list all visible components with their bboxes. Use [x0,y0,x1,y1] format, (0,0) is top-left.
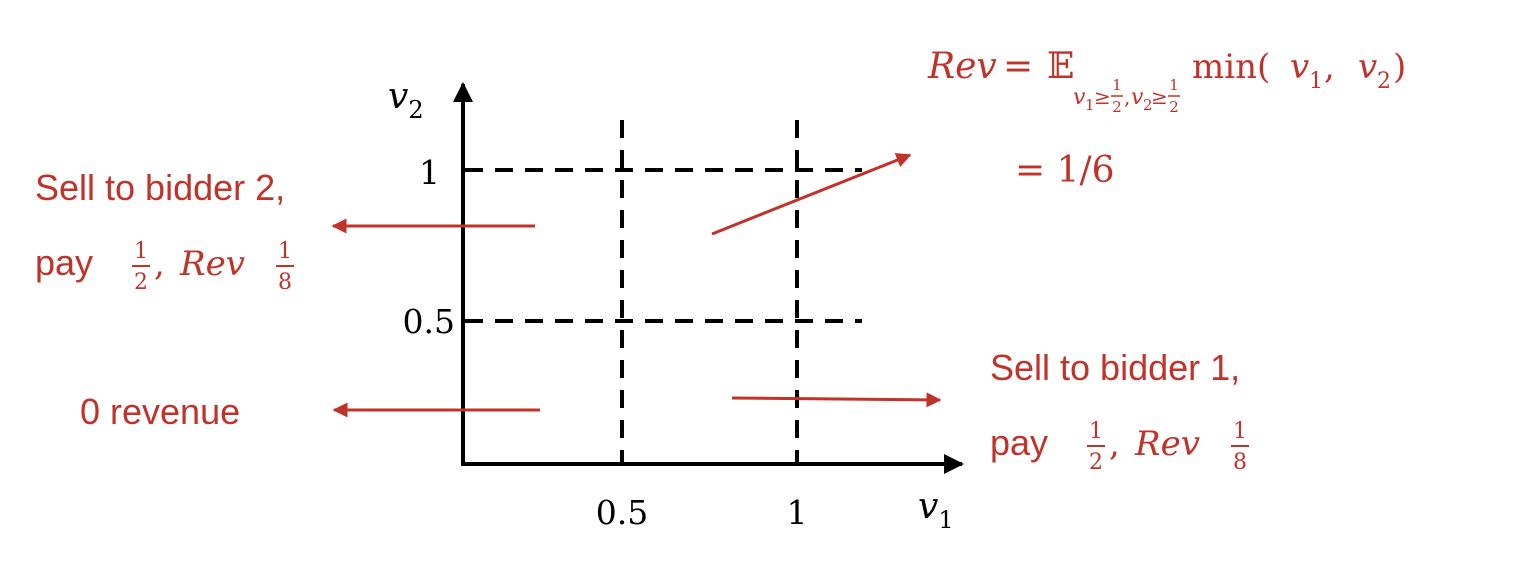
y-tick-half: 0.5 [403,302,455,341]
svg-text:2: 2 [1169,98,1179,116]
svg-text:= 1/6: = 1/6 [1015,150,1115,191]
svg-text:2: 2 [1143,96,1153,114]
svg-text:1: 1 [1169,76,1179,94]
revenue-formula: Rev = 𝔼 v 1 ≥ 1 2 , v 2 ≥ 1 2 min( v 1 ,… [927,46,1406,191]
svg-text:v: v [1358,47,1377,87]
arrow-to-formula [711,153,912,236]
svg-text:v: v [1290,47,1309,87]
svg-text:2: 2 [1377,69,1391,94]
x-axis-label: v1 [918,486,954,534]
svg-text:8: 8 [278,270,292,295]
arrow-to-bidder-1-label [731,392,942,408]
svg-text:): ) [1393,47,1406,87]
svg-text:v: v [1073,85,1086,110]
x-tick-half: 0.5 [596,493,648,532]
svg-text:2: 2 [1112,98,1122,116]
svg-text:,: , [1124,85,1130,109]
x-tick-one: 1 [787,493,808,532]
sell-to-bidder-2-annotation: Sell to bidder 2, pay 1 2 , Rev 1 8 [35,167,294,295]
svg-text:min(: min( [1192,47,1270,87]
zero-revenue-label: 0 revenue [80,391,240,432]
svg-text:Sell to bidder 2,: Sell to bidder 2, [35,167,285,208]
svg-text:Sell to bidder 1,: Sell to bidder 1, [990,347,1240,388]
svg-text:Rev: Rev [179,244,245,284]
sell-to-bidder-1-annotation: Sell to bidder 1, pay 1 2 , Rev 1 8 [990,347,1249,475]
svg-text:8: 8 [1233,450,1247,475]
svg-text:1: 1 [1112,76,1122,94]
svg-text:pay: pay [35,242,93,283]
svg-text:,: , [1324,47,1335,87]
svg-text:1: 1 [1233,419,1247,444]
svg-text:𝔼: 𝔼 [1047,46,1074,87]
svg-text:1: 1 [1309,69,1323,94]
svg-text:≥: ≥ [1094,85,1111,109]
svg-text:v: v [1131,85,1144,110]
svg-text:,: , [154,244,165,284]
svg-text:2: 2 [134,270,148,295]
svg-text:≥: ≥ [1151,85,1168,109]
svg-text:1: 1 [134,239,148,264]
svg-text:Rev: Rev [1134,424,1200,464]
svg-text:pay: pay [990,422,1048,463]
svg-text:Rev: Rev [927,46,997,87]
svg-text:=: = [1003,46,1033,87]
y-axis-label: v2 [388,76,424,124]
svg-text:,: , [1109,424,1120,464]
svg-text:1: 1 [278,239,292,264]
y-tick-one: 1 [419,153,440,192]
svg-text:1: 1 [1089,419,1103,444]
svg-text:1: 1 [1085,96,1095,114]
svg-text:2: 2 [1089,450,1103,475]
